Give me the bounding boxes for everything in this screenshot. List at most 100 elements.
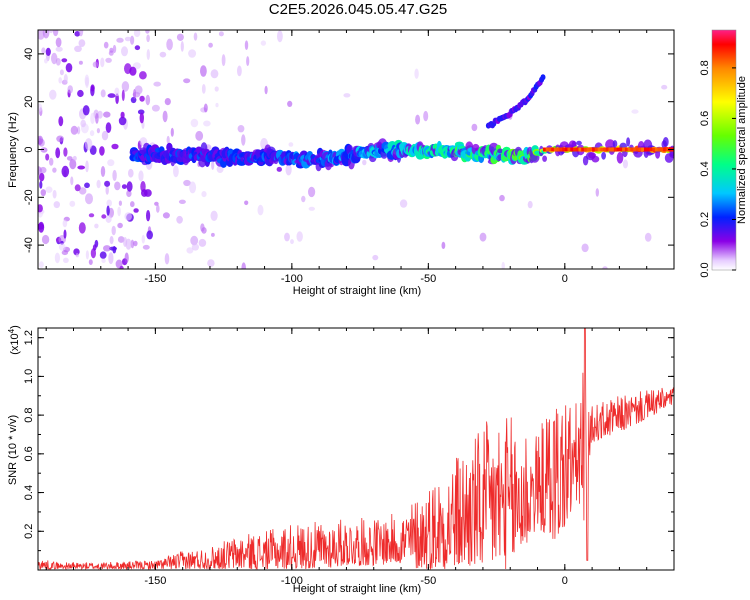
spectrum-speck xyxy=(84,182,90,189)
spectrum-speck xyxy=(186,247,194,254)
spectrum-speck xyxy=(39,261,44,268)
spectrum-speck xyxy=(69,200,76,207)
ridge-core xyxy=(605,147,609,152)
spectrum-speck xyxy=(415,114,421,125)
ridge-core xyxy=(564,147,568,152)
spectrum-speck xyxy=(109,236,114,245)
spectrum-speck xyxy=(133,30,141,38)
spectrum-speck xyxy=(77,89,84,98)
spectrum-speck xyxy=(399,199,408,208)
spectrum-speck xyxy=(151,104,160,112)
spectrum-speck xyxy=(183,179,191,187)
spectrum-speck xyxy=(118,200,122,206)
spectrum-speck xyxy=(117,206,121,217)
spectrum-speck xyxy=(159,51,167,58)
spectrum-speck xyxy=(285,163,292,176)
spectrum-speck xyxy=(58,116,64,127)
colorbar-label: Normalized spectral amplitude xyxy=(736,76,748,224)
ridge-halo xyxy=(662,137,669,147)
spectrum-speck xyxy=(134,85,143,95)
spectrum-speck xyxy=(78,60,83,65)
spectrum-speck xyxy=(40,189,46,197)
ridge-halo xyxy=(591,155,600,163)
spectrum-speck xyxy=(139,112,144,124)
spectrum-speck xyxy=(70,125,78,135)
spectrum-speck xyxy=(84,138,93,151)
spectrum-speck xyxy=(74,184,81,192)
spectrogram-marks xyxy=(38,30,674,269)
spectrum-speck xyxy=(52,167,57,173)
spectrum-speck xyxy=(499,194,505,202)
spectrogram-xlabel: Height of straight line (km) xyxy=(293,285,421,297)
spectrum-speck xyxy=(105,185,109,195)
spectrum-speck xyxy=(139,95,145,102)
y-tick-label: 20 xyxy=(23,96,35,108)
spectrum-speck xyxy=(78,39,86,47)
spectrum-speck xyxy=(210,69,219,79)
spectrum-speck xyxy=(112,44,117,54)
spectrum-speck xyxy=(124,252,129,264)
branch-blob xyxy=(540,74,546,81)
spectrum-speck xyxy=(104,180,111,187)
spectrum-speck xyxy=(287,100,293,107)
spectrum-speck xyxy=(121,89,125,102)
spectrum-speck xyxy=(188,49,197,58)
spectrum-speck xyxy=(288,142,294,147)
spectrum-speck xyxy=(296,231,303,242)
ridge-halo xyxy=(276,166,282,172)
spectrum-speck xyxy=(119,265,124,269)
spectrum-speck xyxy=(61,250,69,256)
ridge-core xyxy=(663,147,667,152)
spectrum-speck xyxy=(203,120,211,127)
spectrum-speck xyxy=(241,262,246,269)
y-tick-label: 0.6 xyxy=(23,446,35,461)
spectrum-speck xyxy=(146,230,153,240)
ridge-core xyxy=(652,147,656,152)
spectrum-speck xyxy=(195,130,204,141)
spectrum-speck xyxy=(121,81,130,92)
spectrum-speck xyxy=(183,78,191,84)
spectrum-speck xyxy=(88,213,95,218)
spectrum-speck xyxy=(121,184,127,190)
spectrum-speck xyxy=(66,156,73,161)
spectrum-speck xyxy=(77,165,86,170)
spectrum-speck xyxy=(156,204,160,213)
spectrum-speck xyxy=(85,250,89,260)
spectrum-speck xyxy=(45,47,51,57)
spectrum-speck xyxy=(208,42,213,48)
y-tick-label: 40 xyxy=(23,48,35,60)
spectrum-speck xyxy=(201,84,206,94)
x-tick-label: 0 xyxy=(562,575,568,587)
spectrum-speck xyxy=(277,30,283,43)
spectrum-speck xyxy=(63,257,69,263)
ridge-core xyxy=(581,147,585,152)
ridge-core xyxy=(622,147,626,152)
spectrum-speck xyxy=(284,232,290,242)
spectrum-speck xyxy=(622,159,629,169)
ridge-core xyxy=(583,147,588,152)
ridge-halo xyxy=(626,137,631,147)
ridge-core xyxy=(545,147,549,152)
spectrum-speck xyxy=(423,110,429,122)
ridge-core xyxy=(633,147,637,152)
spectrum-speck xyxy=(53,201,60,209)
spectrum-speck xyxy=(237,125,245,133)
spectrum-speck xyxy=(74,45,82,52)
figure-title: C2E5.2026.045.05.47.G25 xyxy=(269,1,447,18)
ridge-core xyxy=(624,147,629,152)
spectrum-speck xyxy=(58,243,66,251)
spectrum-speck xyxy=(100,89,106,98)
ridge-core xyxy=(641,147,645,152)
spectrum-speck xyxy=(581,243,589,253)
spectrum-speck xyxy=(527,200,533,209)
x-tick-label: -150 xyxy=(144,273,166,285)
spectrum-speck xyxy=(111,143,119,150)
spectrum-speck xyxy=(70,176,74,186)
y-tick-label: -20 xyxy=(23,189,35,205)
spectrum-speck xyxy=(78,222,86,234)
spectrum-speck xyxy=(76,126,81,135)
spectrum-speck xyxy=(162,212,170,219)
spectrum-speck xyxy=(90,84,95,92)
ridge-core xyxy=(578,147,582,152)
snr-frame xyxy=(37,327,675,571)
